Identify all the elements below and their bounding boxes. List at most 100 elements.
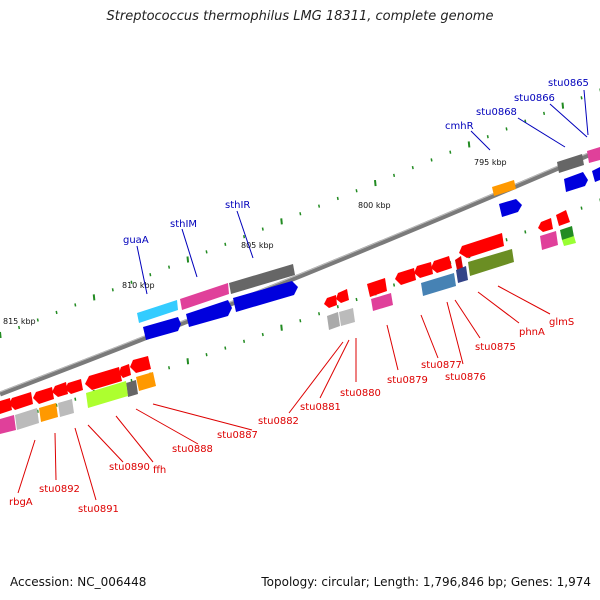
ruler-label-800: 800 kbp [358,201,391,210]
gene-stu0865[interactable] [592,167,600,182]
gene-stu0891[interactable] [52,382,68,397]
gene-glmS[interactable] [459,233,504,258]
gene-stu0880-cog[interactable] [339,308,355,326]
ruler-tick [430,158,433,162]
gene-stu0881-cog[interactable] [327,312,340,330]
label-stu0890[interactable]: stu0890 [109,462,150,473]
ruler-tick [280,324,283,331]
gene-rbgA[interactable] [9,392,33,410]
genome-summary-text: Topology: circular; Length: 1,796,846 bp… [261,575,591,589]
gene-cmhR-cog[interactable] [492,180,516,196]
label-stu0876[interactable]: stu0876 [445,372,486,383]
ruler-label-795: 795 kbp [474,158,507,167]
label-rbgA[interactable]: rbgA [9,497,33,508]
gene-far-right-cog-1[interactable] [540,231,558,250]
label-stu0877[interactable]: stu0877 [421,360,462,371]
gene-sthIR[interactable] [233,281,298,312]
gene-stu0887[interactable] [130,356,151,373]
label-stu0866[interactable]: stu0866 [514,93,555,104]
gene-stu0868[interactable] [564,172,588,192]
ruler-tick [55,310,58,315]
label-guaA[interactable]: guaA [123,235,149,246]
ruler-tick [224,346,227,350]
ruler-tick [580,206,583,210]
ruler-tick [505,238,508,242]
gene-stu0888-cog[interactable] [126,380,138,397]
gene-sthIM[interactable] [186,300,232,327]
gene-stu0892[interactable] [33,387,54,404]
gene-stu0880[interactable] [336,289,349,303]
gene-guaA[interactable] [143,317,181,340]
label-ffh[interactable]: ffh [153,465,166,476]
gene-left-edge-cog[interactable] [0,415,16,434]
gene-stu0892-cog[interactable] [39,403,58,422]
minus-strand-features [0,210,576,434]
gene-cmhR[interactable] [499,199,522,217]
gene-stu0865-cog[interactable] [587,147,600,163]
gene-ffh-cog[interactable] [86,381,128,408]
label-stu0882[interactable]: stu0882 [258,416,299,427]
gene-stu0879-b[interactable] [367,278,387,297]
gene-far-right-cog-3[interactable] [562,236,576,246]
gene-stu0875-cog[interactable] [456,266,468,283]
gene-glmS-cog[interactable] [468,249,514,276]
gene-sthIM-cog[interactable] [180,283,229,310]
ruler-tick [299,212,302,216]
label-stu0875[interactable]: stu0875 [475,342,516,353]
gene-phnA[interactable] [455,256,463,270]
gene-far-right-2[interactable] [538,218,553,232]
ruler-tick [355,189,358,193]
label-stu0868[interactable]: stu0868 [476,107,517,118]
ruler-tick [280,218,283,225]
gene-stu0877[interactable] [414,262,433,278]
label-stu0892[interactable]: stu0892 [39,484,80,495]
ruler-label-810: 810 kbp [122,281,155,290]
gene-stu0890[interactable] [65,379,83,394]
label-stu0888[interactable]: stu0888 [172,444,213,455]
gene-rbgA-cog[interactable] [15,408,39,430]
gene-left-edge[interactable] [0,398,12,414]
gene-far-right-1[interactable] [556,210,570,226]
gene-guaA-cog[interactable] [137,300,178,323]
ruler-tick [374,179,377,187]
gene-ffh[interactable] [85,367,122,390]
minus-leader-lines [17,285,551,501]
ruler-tick [486,135,489,139]
map-title: Streptococcus thermophilus LMG 18311, co… [106,9,494,24]
accession-text: Accession: NC_006448 [10,575,147,589]
ruler-tick [299,319,302,323]
label-sthIM[interactable]: sthIM [170,219,197,230]
ruler-tick [449,150,452,154]
label-cmhR[interactable]: cmhR [445,121,474,132]
label-stu0880[interactable]: stu0880 [340,388,381,399]
label-stu0891[interactable]: stu0891 [78,504,119,515]
gene-far-right-cog-2[interactable] [560,226,574,240]
gene-stu0887-cog[interactable] [136,372,156,391]
gene-stu0879[interactable] [395,268,416,285]
ruler-tick [224,242,227,246]
minus-labels: glmS phnA stu0875 stu0876 stu0877 stu087… [9,317,574,515]
label-phnA[interactable]: phnA [519,327,545,338]
ruler-tick [55,403,58,407]
label-stu0887[interactable]: stu0887 [217,430,258,441]
label-glmS[interactable]: glmS [549,317,574,328]
gene-stu0881[interactable] [324,295,337,308]
label-stu0865[interactable]: stu0865 [548,78,589,89]
gene-stu0891-cog[interactable] [58,399,74,417]
label-sthIR[interactable]: sthIR [225,200,250,211]
gene-stu0876-cog[interactable] [421,273,456,296]
ruler-tick [243,339,246,343]
gene-stu0879-cog[interactable] [371,293,393,311]
gene-stu0888[interactable] [119,364,131,378]
ruler-tick [393,283,396,287]
gene-stu0876[interactable] [431,256,452,273]
ruler-tick [261,332,264,337]
ruler-tick [205,250,208,254]
gene-stu0868-cog[interactable] [557,154,584,173]
gene-sthIR-cog[interactable] [229,264,295,294]
ruler-tick [524,230,527,234]
label-stu0881[interactable]: stu0881 [300,402,341,413]
ruler-tick [467,141,471,148]
ruler-tick [111,288,114,292]
label-stu0879[interactable]: stu0879 [387,375,428,386]
